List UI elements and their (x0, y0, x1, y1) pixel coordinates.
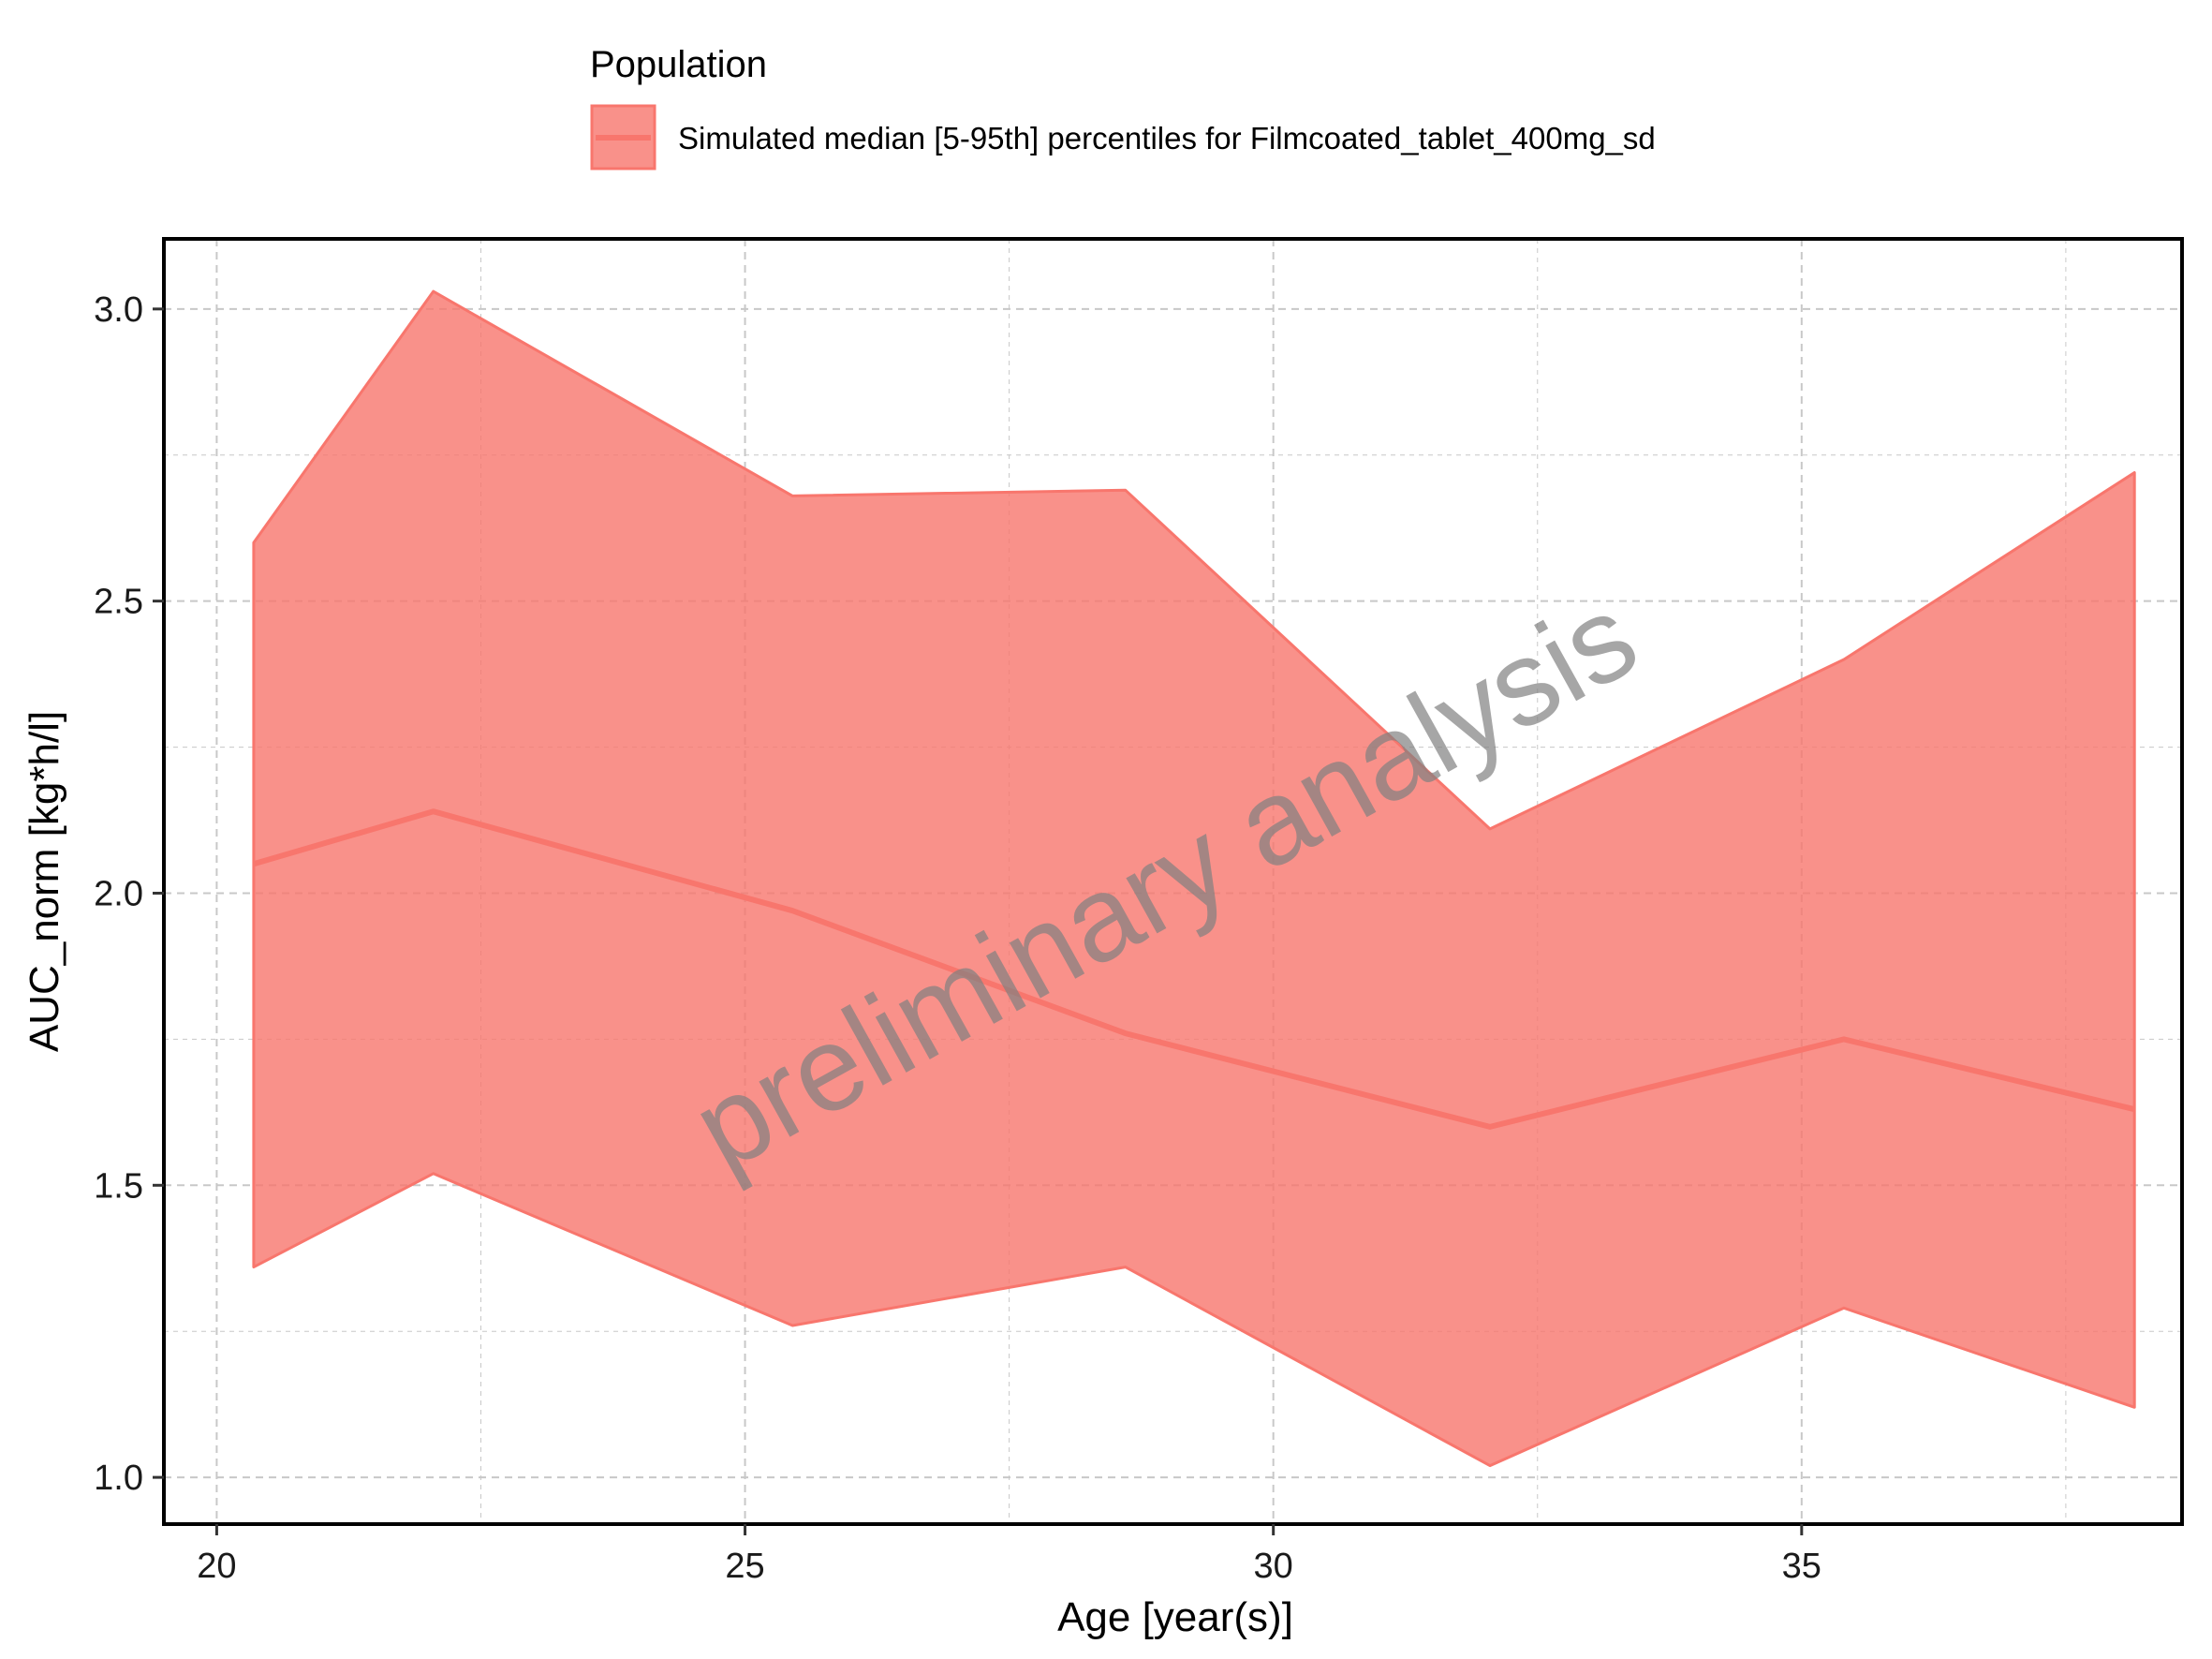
percentile-band (252, 289, 2136, 1468)
y-tick-label: 2.5 (94, 583, 143, 622)
x-tick-label: 20 (197, 1547, 236, 1586)
legend: Population Simulated median [5-95th] per… (590, 44, 1656, 170)
x-tick-label: 30 (1254, 1547, 1293, 1586)
axes: 20 25 30 35 1.0 1.5 2.0 2.5 3.0 (94, 290, 1821, 1586)
y-tick-label: 1.5 (94, 1166, 143, 1206)
x-axis-title: Age [year(s)] (1057, 1594, 1293, 1640)
panel-border (162, 237, 2184, 1526)
x-tick-label: 35 (1782, 1547, 1821, 1586)
x-tick-label: 25 (725, 1547, 764, 1586)
median-line (253, 808, 2135, 1130)
y-tick-label: 2.0 (94, 874, 143, 913)
legend-title: Population (590, 44, 767, 85)
y-axis-title: AUC_norm [kg*h/l] (22, 711, 67, 1052)
legend-entry-label: Simulated median [5-95th] percentiles fo… (678, 121, 1656, 156)
plot-data (252, 289, 2136, 1468)
y-tick-label: 3.0 (94, 290, 143, 330)
y-tick-label: 1.0 (94, 1459, 143, 1498)
